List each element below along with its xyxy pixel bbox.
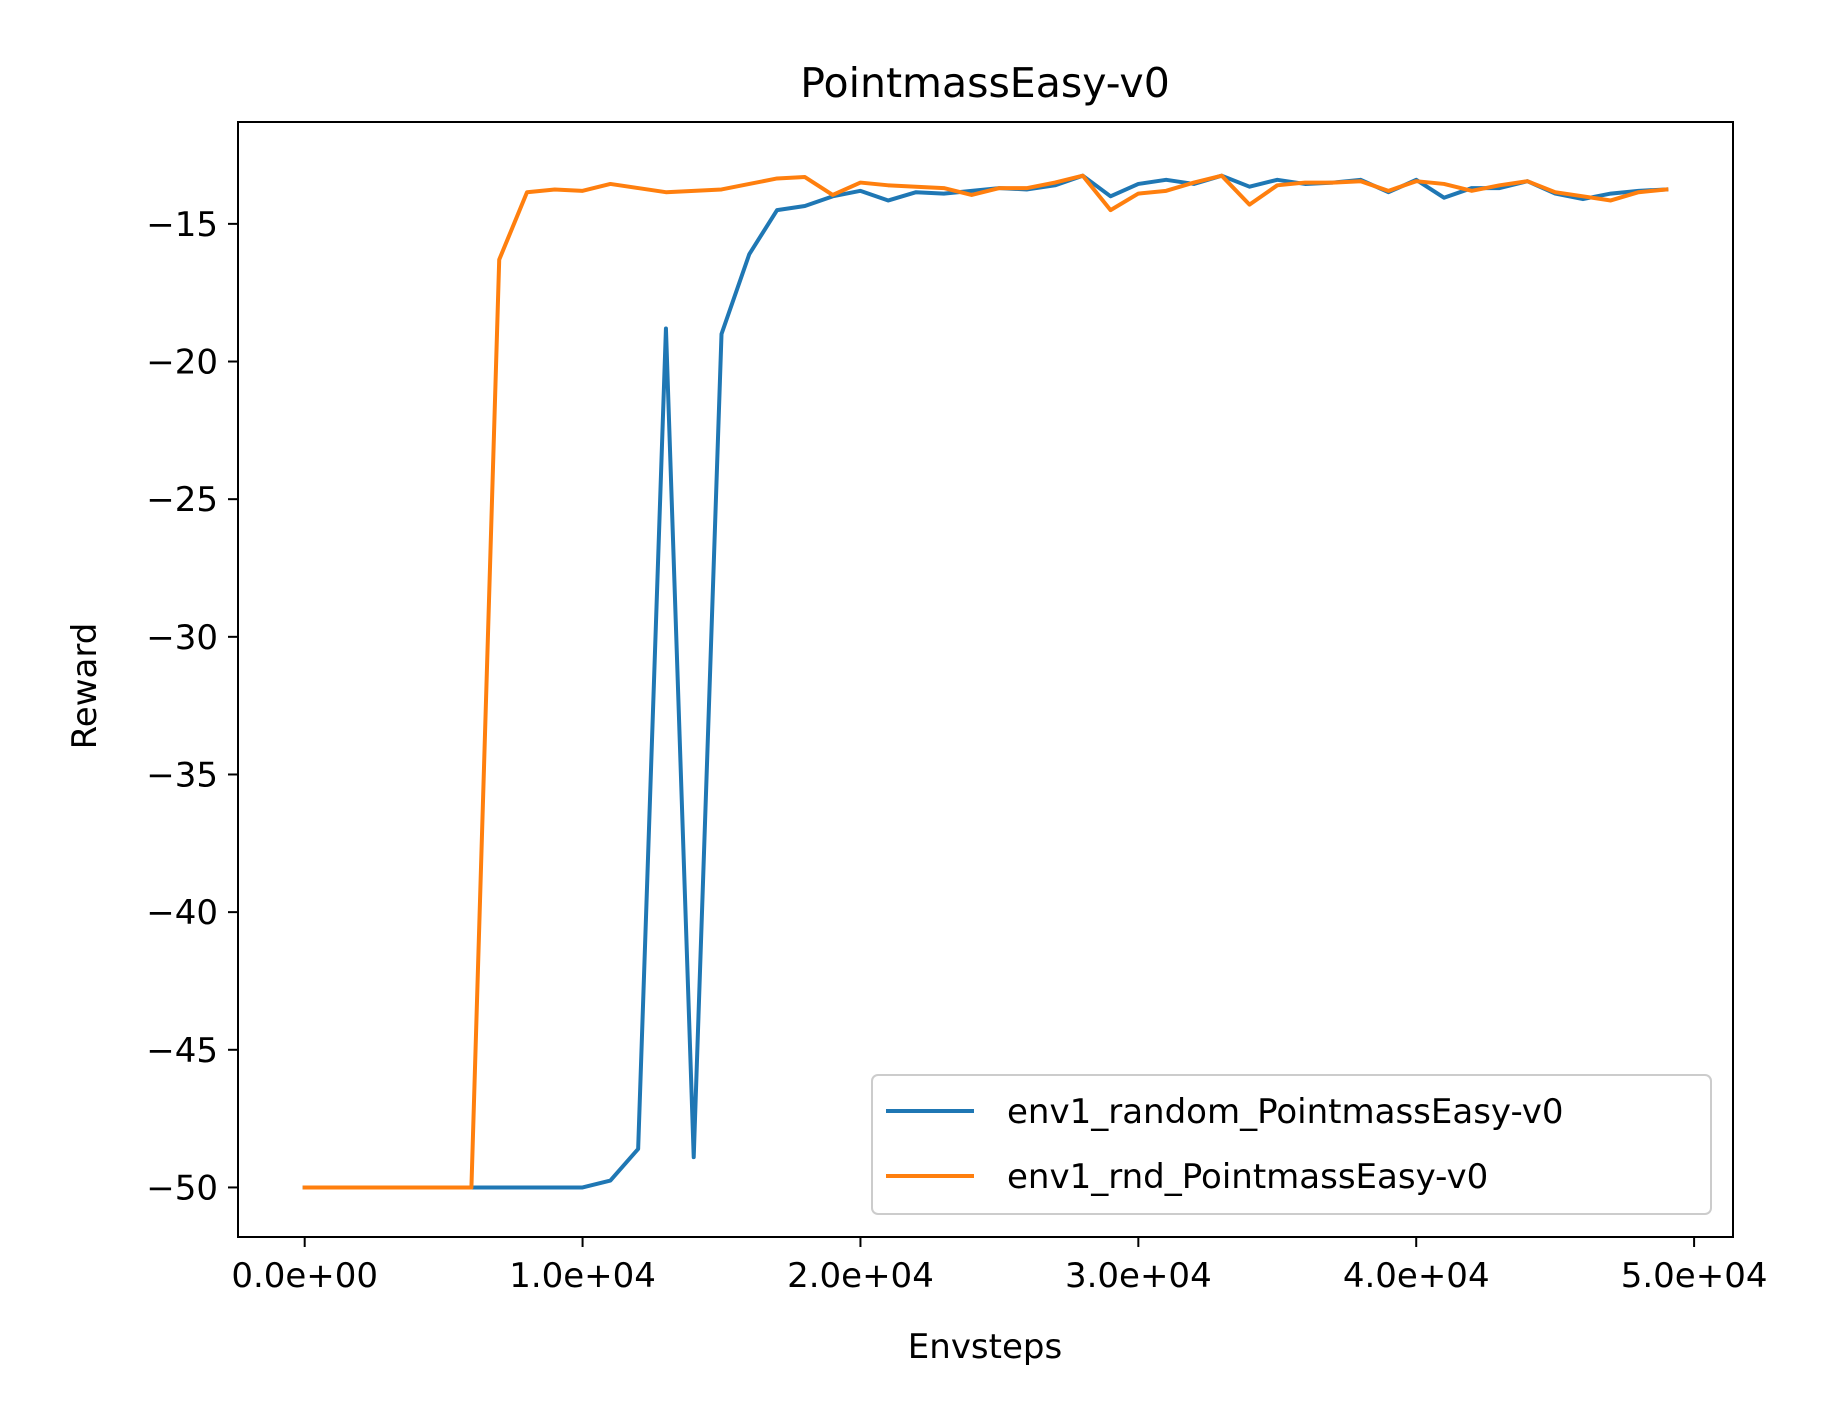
x-tick-label: 1.0e+04: [509, 1256, 656, 1296]
y-axis-label: Reward: [65, 623, 105, 750]
chart-title: PointmassEasy-v0: [800, 59, 1170, 107]
legend-label-random: env1_random_PointmassEasy-v0: [1007, 1092, 1564, 1132]
legend-label-rnd: env1_rnd_PointmassEasy-v0: [1007, 1157, 1488, 1197]
y-tick-label: −25: [146, 480, 218, 520]
x-tick-label: 0.0e+00: [231, 1256, 378, 1296]
y-tick-label: −30: [146, 618, 218, 658]
plot-frame: [237, 121, 1734, 1238]
x-tick-label: 5.0e+04: [1621, 1256, 1768, 1296]
y-tick-label: −45: [146, 1031, 218, 1071]
x-axis-ticks: 0.0e+00 1.0e+04 2.0e+04 3.0e+04 4.0e+04 5.0e+…: [231, 1237, 1767, 1296]
y-tick-label: −15: [146, 205, 218, 245]
series-line-random: [302, 173, 1669, 1190]
legend-box: [871, 1074, 1712, 1215]
plot-lines: [302, 173, 1669, 1190]
x-axis-label: Envsteps: [908, 1327, 1062, 1367]
x-tick-label: 3.0e+04: [1065, 1256, 1212, 1296]
y-tick-label: −50: [146, 1168, 218, 1208]
legend: env1_random_PointmassEasy-v0 env1_rnd_Po…: [871, 1074, 1712, 1215]
y-tick-label: −40: [146, 893, 218, 933]
x-tick-label: 2.0e+04: [787, 1256, 934, 1296]
y-axis-ticks: −50 −45 −40 −35 −30 −25 −20 −15: [146, 205, 238, 1208]
y-tick-label: −35: [146, 755, 218, 795]
x-tick-label: 4.0e+04: [1343, 1256, 1490, 1296]
series-line-rnd: [302, 173, 1669, 1190]
y-tick-label: −20: [146, 343, 218, 383]
